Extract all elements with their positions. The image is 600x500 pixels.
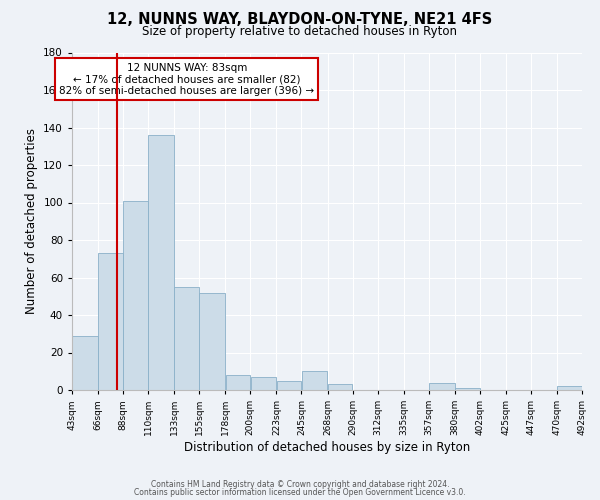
Text: Contains HM Land Registry data © Crown copyright and database right 2024.: Contains HM Land Registry data © Crown c… xyxy=(151,480,449,489)
Bar xyxy=(72,336,98,390)
Bar xyxy=(251,377,276,390)
X-axis label: Distribution of detached houses by size in Ryton: Distribution of detached houses by size … xyxy=(184,441,470,454)
Bar xyxy=(148,135,174,390)
Bar xyxy=(455,388,479,390)
Text: Size of property relative to detached houses in Ryton: Size of property relative to detached ho… xyxy=(143,25,458,38)
Text: 12, NUNNS WAY, BLAYDON-ON-TYNE, NE21 4FS: 12, NUNNS WAY, BLAYDON-ON-TYNE, NE21 4FS xyxy=(107,12,493,28)
Bar xyxy=(98,253,123,390)
Bar xyxy=(557,386,582,390)
Bar xyxy=(199,292,225,390)
Text: Contains public sector information licensed under the Open Government Licence v3: Contains public sector information licen… xyxy=(134,488,466,497)
Bar xyxy=(226,375,250,390)
Y-axis label: Number of detached properties: Number of detached properties xyxy=(25,128,38,314)
Bar xyxy=(124,200,148,390)
Bar xyxy=(277,380,301,390)
Bar xyxy=(302,371,328,390)
Bar xyxy=(175,287,199,390)
Text: 12 NUNNS WAY: 83sqm
← 17% of detached houses are smaller (82)
82% of semi-detach: 12 NUNNS WAY: 83sqm ← 17% of detached ho… xyxy=(59,62,314,96)
Bar xyxy=(328,384,352,390)
Bar xyxy=(429,382,455,390)
